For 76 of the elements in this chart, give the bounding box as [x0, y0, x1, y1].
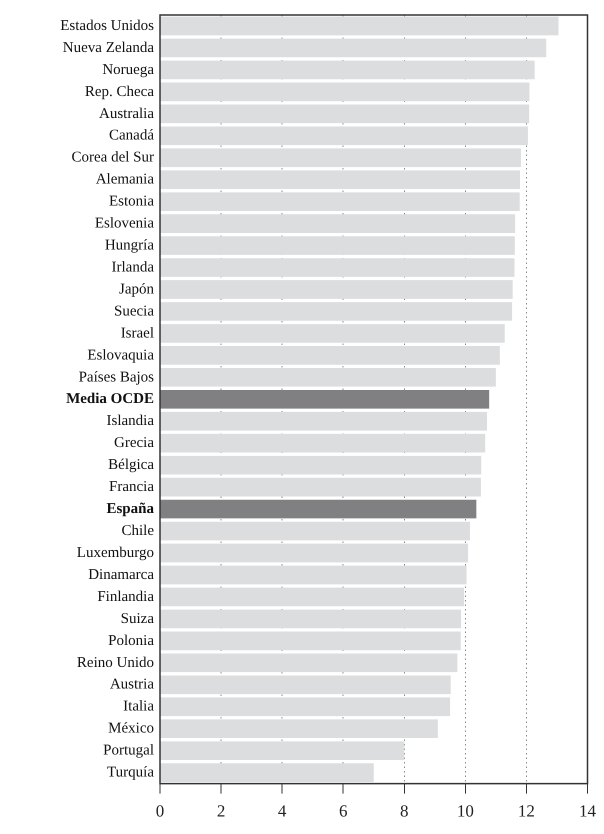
bar: [160, 16, 558, 36]
y-tick-label: Eslovaquia: [87, 347, 154, 364]
y-tick-label: Suiza: [120, 610, 154, 627]
bar: [160, 632, 461, 650]
y-tick-label: Nueva Zelanda: [62, 40, 154, 56]
y-tick-label: Luxemburgo: [76, 544, 154, 561]
y-tick-label: Canadá: [109, 128, 154, 144]
x-tick-label: 12: [518, 801, 535, 820]
bar: [160, 653, 458, 672]
y-tick-label: Austria: [110, 676, 154, 693]
y-tick-label: Suecia: [114, 303, 154, 320]
y-tick-label: Israel: [120, 325, 154, 342]
bar: [160, 346, 500, 365]
y-tick-label: Media OCDE: [66, 391, 154, 408]
x-tick-label: 0: [156, 801, 164, 820]
y-tick-label: Finlandia: [97, 588, 154, 605]
bar: [160, 192, 520, 211]
bar: [160, 302, 512, 321]
y-tick-label: Países Bajos: [78, 369, 154, 386]
bar: [160, 434, 486, 453]
bar: [160, 588, 464, 606]
bar: [160, 60, 535, 80]
y-tick-label: Reino Unido: [76, 654, 154, 671]
y-tick-label: Bélgica: [108, 457, 154, 474]
y-tick-label: Francia: [109, 479, 154, 496]
bar: [160, 478, 481, 496]
bar: [160, 456, 482, 475]
x-tick-label: 14: [579, 801, 596, 820]
y-tick-label: Estonia: [109, 194, 154, 210]
bar: [160, 697, 450, 716]
x-tick-label: 10: [456, 801, 474, 820]
y-tick-label: Polonia: [108, 632, 154, 649]
y-tick-label: Grecia: [114, 435, 154, 452]
y-tick-label: Hungría: [104, 238, 154, 254]
bar: [160, 368, 496, 387]
y-tick-label: Irlanda: [112, 259, 154, 276]
y-tick-label: Corea del Sur: [72, 150, 154, 166]
bar: [160, 38, 546, 58]
bar: [160, 675, 451, 694]
bar: [160, 280, 513, 299]
y-tick-label: Australia: [99, 106, 154, 122]
x-tick-label: 8: [400, 801, 409, 820]
y-tick-label: Portugal: [103, 742, 154, 759]
bar: [160, 126, 528, 146]
bar: [160, 214, 516, 233]
y-tick-label: Turquía: [107, 764, 154, 781]
bar: [160, 412, 488, 431]
x-tick-label: 2: [216, 801, 226, 820]
bar: [160, 82, 530, 102]
bar: [160, 566, 467, 584]
y-tick-label: Islandia: [106, 413, 154, 430]
bar: [160, 258, 515, 277]
y-tick-label: Rep. Checa: [84, 84, 154, 100]
y-tick-label: Estados Unidos: [60, 18, 154, 34]
bar: [160, 763, 374, 782]
bar: [160, 104, 530, 124]
y-tick-label: Italia: [123, 698, 154, 715]
y-tick-label: Dinamarca: [88, 566, 154, 583]
x-tick-label: 4: [278, 801, 287, 820]
bar: [160, 324, 505, 343]
bar: [160, 236, 515, 255]
y-tick-label: Noruega: [102, 62, 154, 78]
bar: [160, 148, 521, 168]
bar: [160, 522, 470, 540]
y-tick-label: España: [106, 500, 154, 517]
bar: [160, 719, 438, 738]
bar: [160, 544, 468, 562]
y-tick-label: Alemania: [96, 172, 154, 188]
x-tick-label: 6: [338, 801, 348, 820]
y-tick-label: Eslovenia: [94, 216, 154, 232]
bar: [160, 741, 404, 760]
y-tick-label: Chile: [122, 522, 154, 539]
bar: [160, 610, 462, 628]
y-tick-label: Japón: [119, 281, 154, 298]
bar: [160, 170, 520, 190]
y-tick-label: México: [108, 720, 154, 737]
